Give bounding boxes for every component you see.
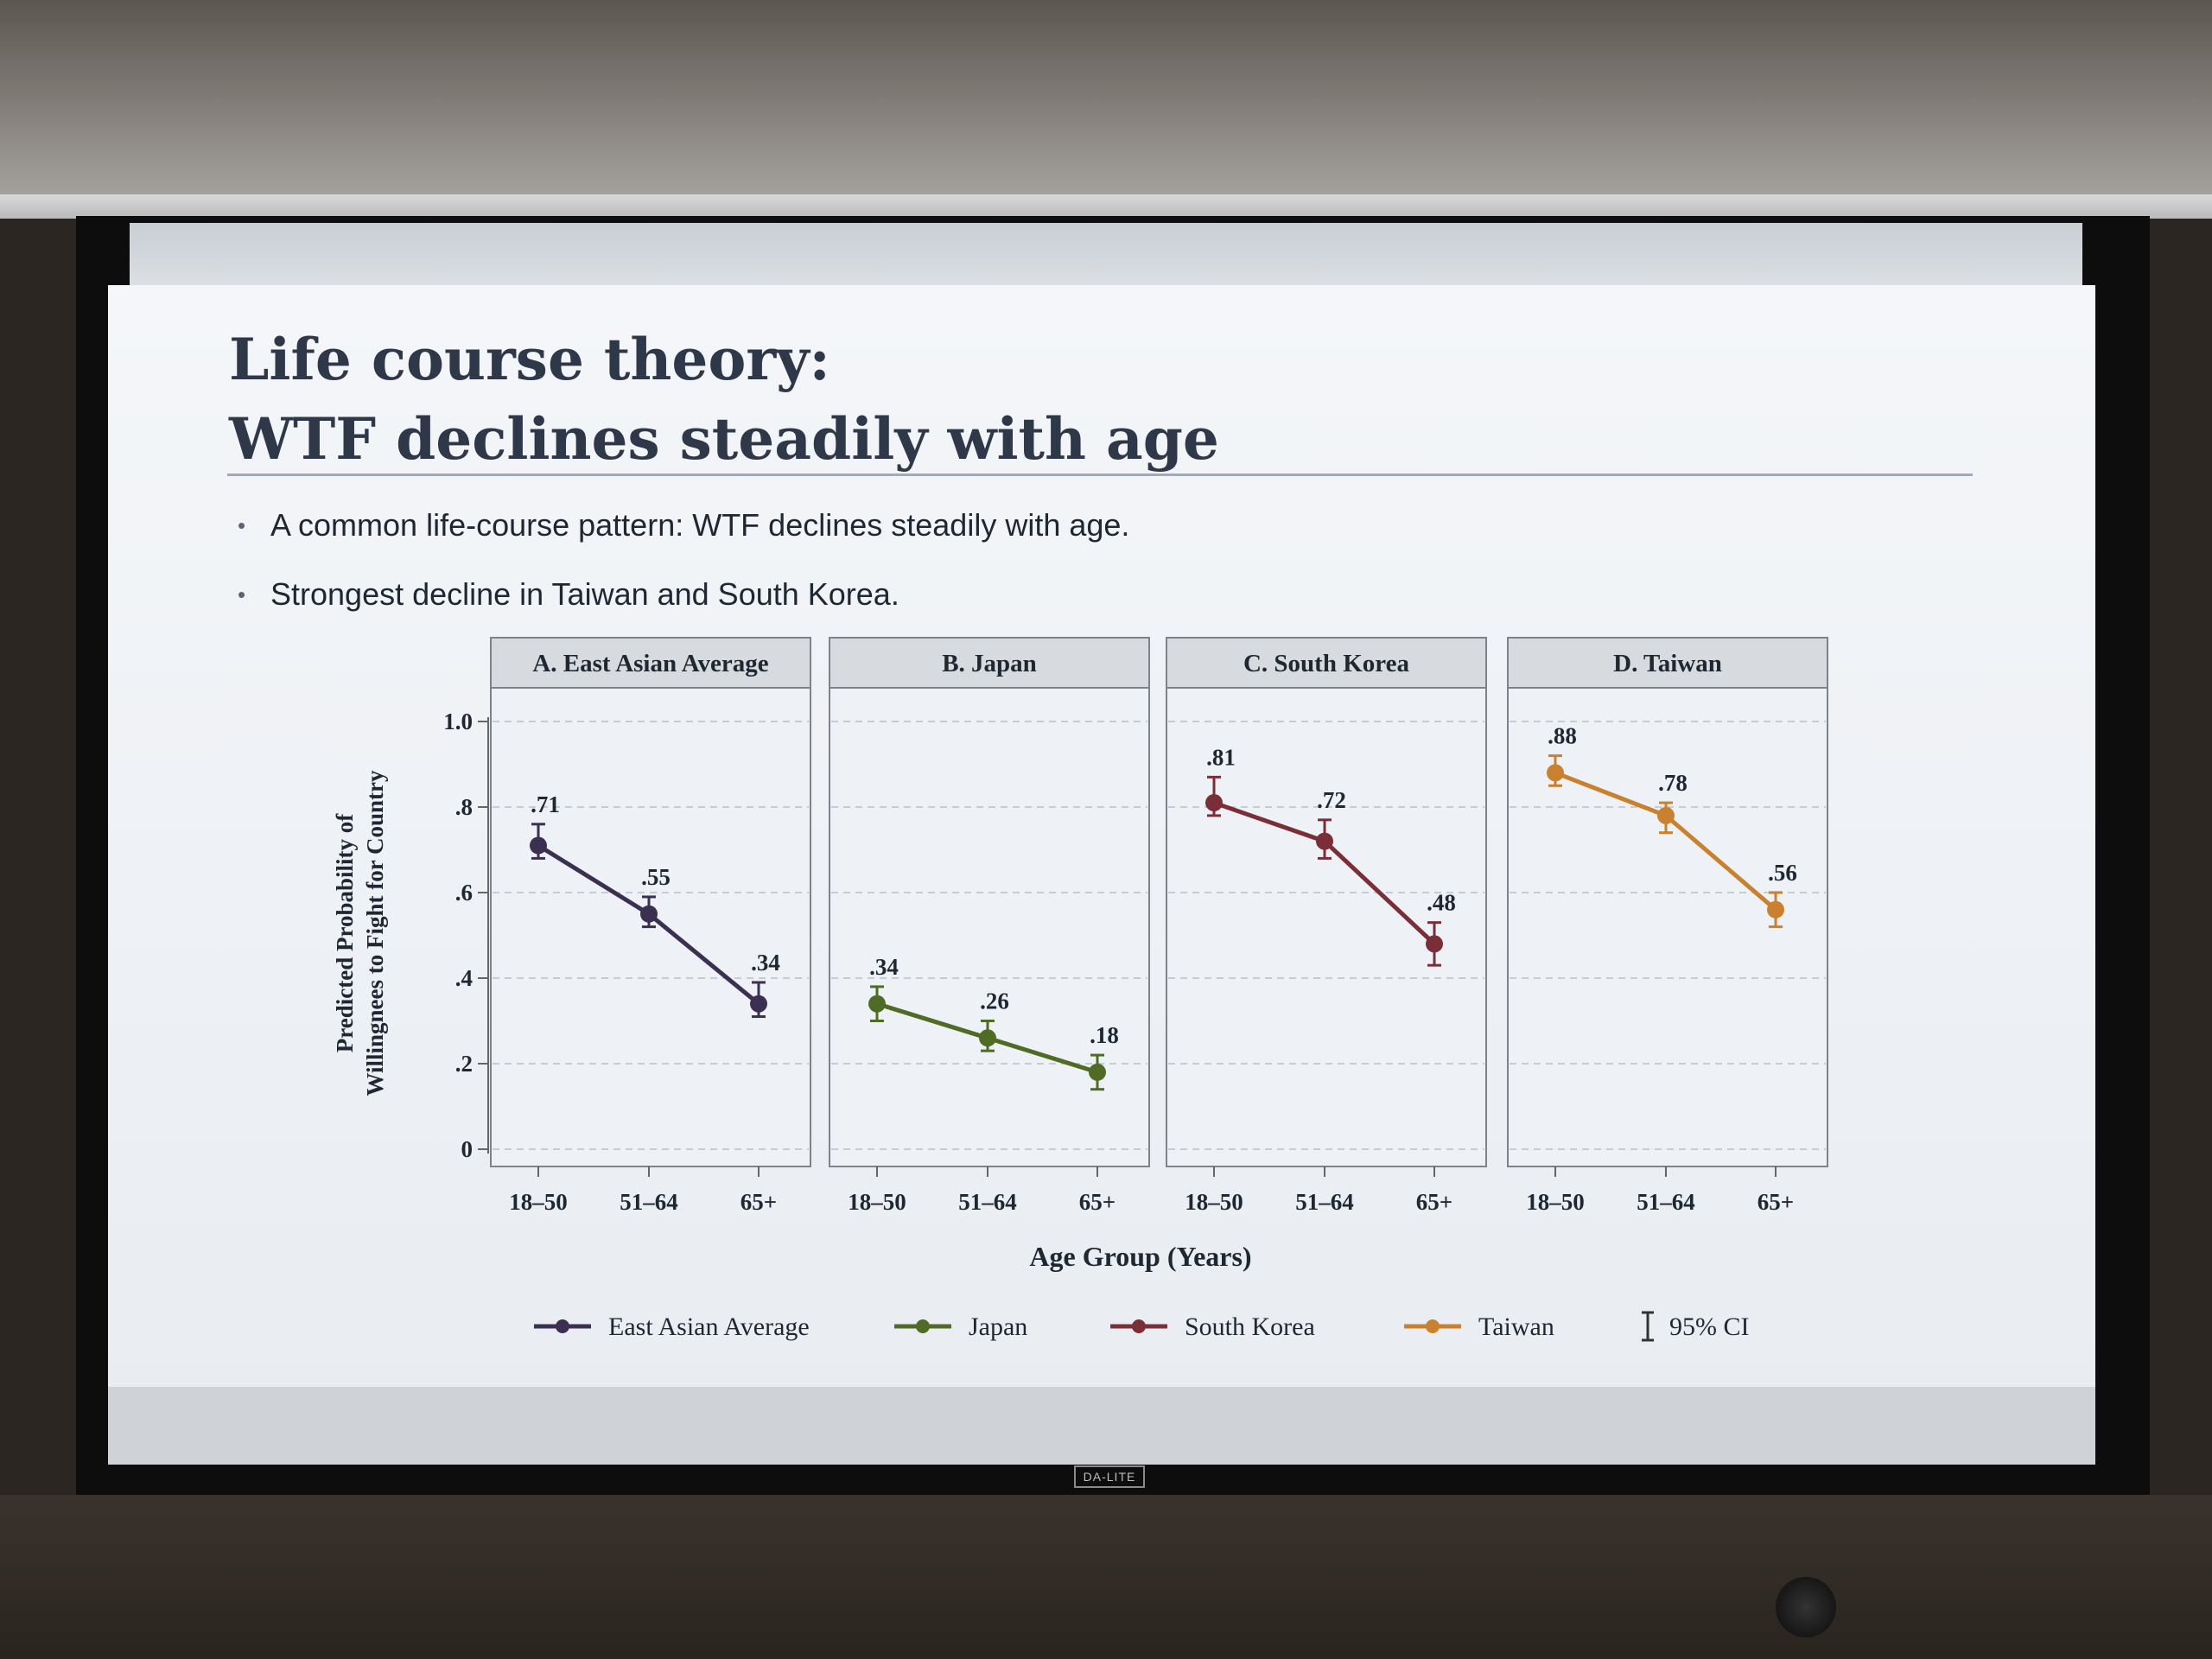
y-tick-label: .4	[455, 965, 473, 991]
slide-title: Life course theory: WTF declines steadil…	[229, 320, 1219, 479]
screen-housing	[0, 194, 2212, 219]
y-tick-label: 0	[461, 1136, 474, 1162]
legend-label: East Asian Average	[608, 1313, 810, 1341]
data-point	[868, 995, 886, 1013]
projector-brand-label: DA-LITE	[1074, 1465, 1145, 1488]
x-tick-label: 65+	[1079, 1189, 1116, 1215]
slide-bottom-strip	[108, 1387, 2095, 1465]
y-tick-label: .2	[455, 1051, 473, 1077]
microphone	[1776, 1577, 1836, 1637]
panel-title: C. South Korea	[1243, 650, 1410, 677]
data-point	[1547, 764, 1564, 782]
panel-plot-area	[1166, 687, 1487, 1167]
ceiling	[0, 0, 2212, 207]
bullet-item: Strongest decline in Taiwan and South Ko…	[238, 570, 1129, 639]
data-point	[1657, 806, 1675, 824]
panel-header	[1507, 637, 1828, 689]
data-point	[979, 1029, 996, 1047]
panel-plot-area	[829, 687, 1150, 1167]
title-divider	[227, 474, 1973, 476]
data-point	[1205, 794, 1223, 812]
y-tick-label: 1.0	[443, 709, 473, 734]
panel-header	[1166, 637, 1487, 689]
y-tick-label: .6	[455, 880, 473, 906]
legend-marker	[556, 1319, 569, 1333]
x-tick-label: 51–64	[1637, 1189, 1695, 1215]
data-point	[530, 836, 547, 855]
data-point	[750, 995, 767, 1013]
data-label: .34	[751, 950, 780, 976]
slide-title-line-1: Life course theory:	[229, 326, 830, 393]
x-tick-label: 18–50	[509, 1189, 568, 1215]
bullet-list: A common life-course pattern: WTF declin…	[238, 501, 1129, 639]
wall	[0, 1495, 2212, 1659]
data-label: .26	[980, 988, 1009, 1014]
y-axis-label-line-1: Predicted Probability of	[332, 813, 358, 1052]
data-label: .18	[1090, 1022, 1119, 1048]
legend-marker	[1426, 1319, 1440, 1333]
legend-label: South Korea	[1185, 1313, 1315, 1341]
data-label: .71	[531, 791, 560, 817]
data-label: .56	[1768, 860, 1797, 886]
data-label: .81	[1206, 744, 1236, 770]
x-tick-label: 65+	[1758, 1189, 1794, 1215]
slide-title-line-2: WTF declines steadily with age	[229, 405, 1219, 473]
data-label: .48	[1427, 890, 1456, 916]
panel-title: A. East Asian Average	[532, 650, 768, 677]
data-label: .88	[1548, 723, 1577, 749]
data-point	[1316, 832, 1333, 850]
data-label: .72	[1317, 787, 1346, 813]
x-tick-label: 51–64	[620, 1189, 678, 1215]
x-tick-label: 51–64	[1295, 1189, 1354, 1215]
x-tick-label: 65+	[741, 1189, 777, 1215]
legend-label: Japan	[969, 1313, 1027, 1341]
legend-label: Taiwan	[1478, 1313, 1554, 1341]
x-axis-label: Age Group (Years)	[1029, 1241, 1251, 1272]
bullet-item: A common life-course pattern: WTF declin…	[238, 501, 1129, 570]
legend-ci-label: 95% CI	[1669, 1313, 1750, 1341]
data-label: .78	[1658, 770, 1688, 796]
legend-marker	[916, 1319, 930, 1333]
data-label: .55	[641, 864, 671, 890]
y-tick-label: .8	[455, 794, 473, 820]
y-axis-label-line-2: Willingnees to Fight for Country	[362, 770, 388, 1096]
x-tick-label: 18–50	[848, 1189, 906, 1215]
data-point	[640, 905, 658, 923]
slide: Life course theory: WTF declines steadil…	[108, 285, 2095, 1387]
chart: 0 .2 .4 .6 .8 1.0 Predicted Probability of Will…	[332, 637, 1828, 1342]
x-tick-label: 18–50	[1526, 1189, 1585, 1215]
data-label: .34	[869, 954, 899, 980]
data-point	[1426, 935, 1443, 953]
x-tick-label: 18–50	[1185, 1189, 1243, 1215]
legend-marker	[1132, 1319, 1146, 1333]
x-tick-label: 65+	[1416, 1189, 1452, 1215]
panel-title: D. Taiwan	[1613, 650, 1722, 677]
data-point	[1767, 900, 1784, 918]
panel-title: B. Japan	[942, 650, 1037, 677]
panel-header	[490, 637, 811, 689]
data-point	[1089, 1063, 1106, 1081]
panel-header	[829, 637, 1150, 689]
x-tick-label: 51–64	[958, 1189, 1017, 1215]
